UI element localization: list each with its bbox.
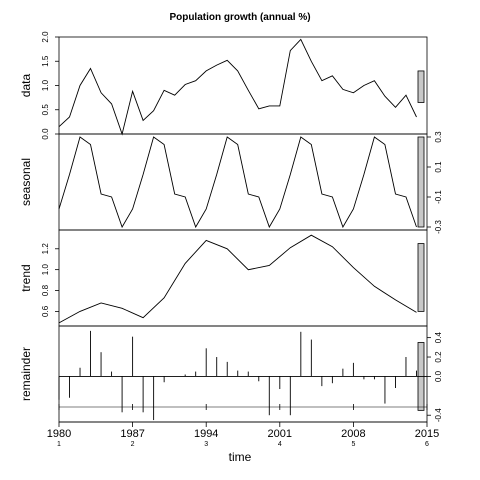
x-tick-sublabel: 2	[131, 441, 135, 448]
chart-title: Population growth (annual %)	[169, 12, 310, 23]
x-tick-label: 2008	[341, 428, 365, 440]
panel-remainder: -0.4 0.0 0.2 0.4 remainder	[19, 325, 443, 423]
scale-bar-data	[417, 70, 425, 103]
x-tick-label: 2001	[268, 428, 292, 440]
panel-frame-seasonal	[58, 133, 428, 231]
panel-frame-data	[58, 36, 428, 135]
panel-data-ytick-label: 1.0	[41, 79, 50, 91]
panel-label-remainder: remainder	[19, 347, 33, 401]
x-tick-sublabel: 5	[351, 441, 355, 448]
panel-label-trend: trend	[19, 264, 33, 291]
scale-bar-seasonal	[417, 136, 425, 228]
x-axis-label: time	[229, 450, 252, 464]
panel-seasonal-ytick-label: 0.3	[434, 131, 443, 143]
panel-trend: 0.6 0.8 1.0 1.2 trend	[19, 229, 428, 327]
x-tick-label: 1994	[194, 428, 218, 440]
x-tick-label: 2015	[415, 428, 439, 440]
panel-label-seasonal: seasonal	[19, 158, 33, 206]
x-tick-label: 1980	[47, 428, 71, 440]
panel-remainder-ytick-label: 0.0	[434, 370, 443, 382]
panel-seasonal: -0.3 -0.1 0.1 0.3 seasonal	[19, 131, 443, 234]
panel-seasonal-ytick-label: 0.1	[434, 161, 443, 173]
panel-remainder-ytick-label: 0.2	[434, 351, 443, 363]
panel-trend-ytick-label: 0.8	[41, 284, 50, 296]
panel-seasonal-ytick-label: -0.3	[434, 220, 443, 234]
panel-trend-ytick-label: 1.2	[41, 243, 50, 255]
x-tick-label: 1987	[120, 428, 144, 440]
panels-group: 0.0 0.5 1.0 1.5 2.0 data -0.3 -0.1 0.1 0.3 seasona…	[19, 31, 443, 448]
series-line-seasonal	[58, 136, 417, 229]
panel-remainder-ytick-label: 0.4	[434, 332, 443, 344]
panel-remainder-ytick-label: -0.4	[434, 408, 443, 422]
panel-data-ytick-label: 1.5	[41, 55, 50, 67]
panel-seasonal-ytick-label: -0.1	[434, 190, 443, 204]
panel-trend-ytick-label: 1.0	[41, 264, 50, 276]
x-tick-sublabel: 6	[425, 441, 429, 448]
x-tick-sublabel: 4	[278, 441, 282, 448]
x-tick-sublabel: 3	[204, 441, 208, 448]
panel-data-ytick-label: 2.0	[41, 31, 50, 43]
panel-data: 0.0 0.5 1.0 1.5 2.0 data	[19, 31, 428, 140]
scale-bar-trend	[417, 243, 425, 312]
panel-trend-ytick-label: 0.6	[41, 305, 50, 317]
series-line-trend	[58, 234, 417, 324]
panel-data-ytick-label: 0.0	[41, 128, 50, 140]
panel-frame-remainder	[58, 325, 428, 423]
panel-data-ytick-label: 0.5	[41, 104, 50, 116]
series-line-data	[58, 38, 417, 136]
x-tick-sublabel: 1	[57, 441, 61, 448]
panel-frame-trend	[58, 229, 428, 327]
panel-label-data: data	[19, 73, 33, 97]
